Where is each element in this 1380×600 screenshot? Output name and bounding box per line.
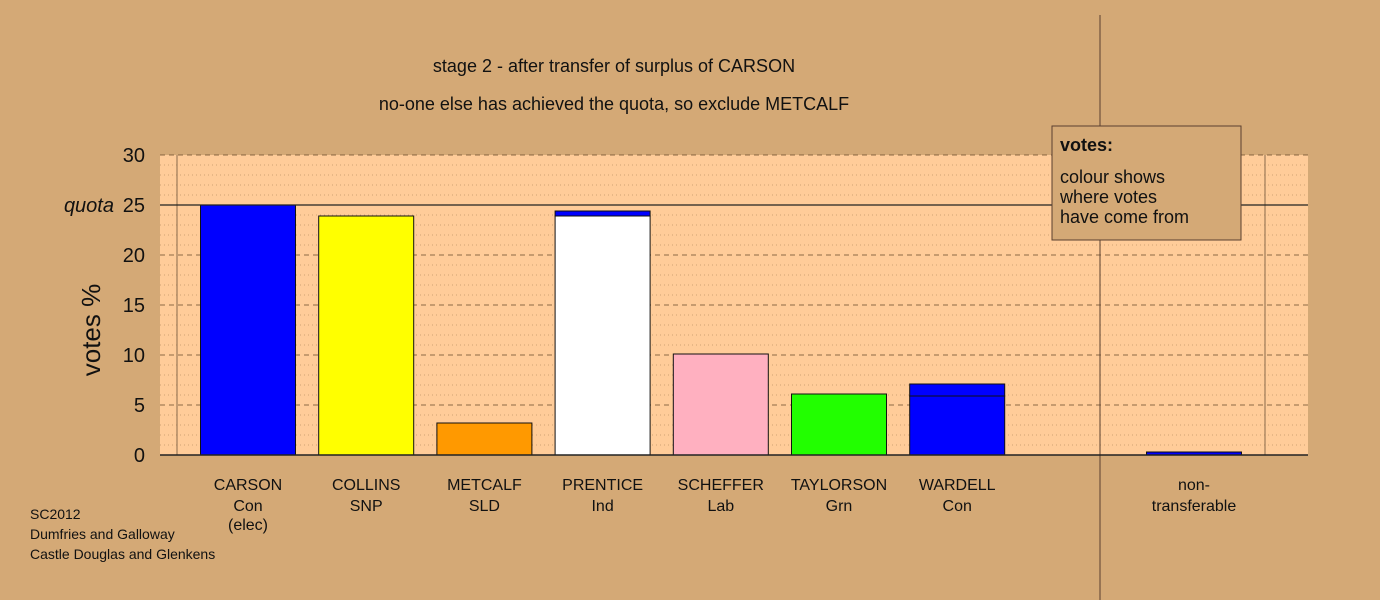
x-tick-label: PRENTICE <box>562 477 643 494</box>
bar-metcalf-segment-0 <box>436 422 533 456</box>
x-tick-label: METCALF <box>447 477 522 494</box>
chart-title: stage 2 - after transfer of surplus of C… <box>433 56 795 76</box>
footer: SC2012 Dumfries and Galloway Castle Doug… <box>30 506 215 562</box>
bar-scheffer-segment-0 <box>672 353 769 456</box>
chart-subtitle: no-one else has achieved the quota, so e… <box>379 94 849 114</box>
quota-label: quota <box>64 195 114 217</box>
bar-carson-segment-0 <box>200 204 296 456</box>
y-tick-label: 30 <box>123 145 145 167</box>
y-tick-label: 15 <box>123 295 145 317</box>
legend-line: colour shows <box>1060 167 1165 187</box>
x-tick-label: Con <box>233 498 262 515</box>
bar-taylorson-segment-0 <box>791 393 887 456</box>
legend-box <box>1051 125 1242 241</box>
bar-wardell-segment-0 <box>909 395 1006 456</box>
legend-line: where votes <box>1059 187 1157 207</box>
x-tick-label: CARSON <box>214 477 282 494</box>
x-tick-label: WARDELL <box>919 477 996 494</box>
y-tick-label: 5 <box>134 395 145 417</box>
bar-wardell-segment-1 <box>909 383 1006 397</box>
legend-line: have come from <box>1060 207 1189 227</box>
y-tick-label: 25 <box>123 195 145 217</box>
bar-collins-segment-0 <box>318 215 415 456</box>
y-tick-label: 10 <box>123 345 145 367</box>
footer-line: Castle Douglas and Glenkens <box>30 546 215 562</box>
x-tick-label: SCHEFFER <box>678 477 764 494</box>
x-tick-label: non- <box>1178 477 1210 494</box>
x-tick-label: SNP <box>350 498 383 515</box>
legend-title: votes: <box>1060 135 1113 155</box>
x-tick-label: Lab <box>707 498 734 515</box>
y-tick-label: 0 <box>134 445 145 467</box>
x-tick-label: SLD <box>469 498 500 515</box>
x-tick-label: (elec) <box>228 517 268 534</box>
y-axis: 0 5 10 15 20 25 30 <box>123 145 145 467</box>
y-tick-label: 20 <box>123 245 145 267</box>
x-tick-label: Grn <box>826 498 853 515</box>
x-tick-label: Ind <box>591 498 613 515</box>
bar-prentice-segment-0 <box>554 215 651 456</box>
bar-prentice-segment-1 <box>554 210 651 217</box>
x-tick-label: Con <box>943 498 972 515</box>
x-axis-labels: CARSON Con (elec) COLLINS SNP METCALF SLD PRENT… <box>214 477 1237 534</box>
x-tick-label: transferable <box>1152 498 1237 515</box>
footer-line: Dumfries and Galloway <box>30 526 175 542</box>
bars <box>200 204 1242 456</box>
legend: votes: colour shows where votes have com… <box>1051 125 1242 241</box>
footer-line: SC2012 <box>30 506 81 522</box>
y-axis-title: votes % <box>76 284 106 377</box>
x-tick-label: COLLINS <box>332 477 400 494</box>
x-tick-label: TAYLORSON <box>791 477 887 494</box>
